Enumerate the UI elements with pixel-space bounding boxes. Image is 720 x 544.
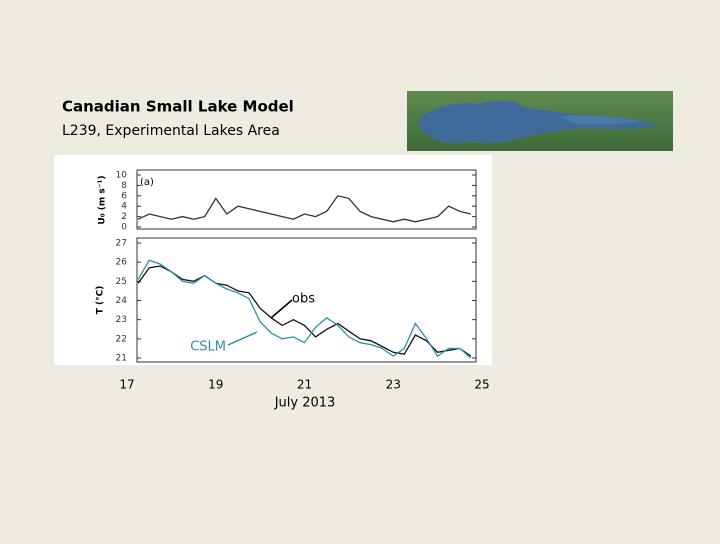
panel-label: (a): [140, 177, 154, 188]
x-tick-label: 19: [208, 378, 223, 392]
x-tick-label: 23: [386, 378, 401, 392]
y-tick-label: 24: [116, 296, 128, 306]
y-tick-label: 25: [116, 277, 127, 287]
x-tick-label: 21: [297, 378, 312, 392]
chart-background: [54, 155, 492, 365]
slide-title: Canadian Small Lake Model: [62, 98, 294, 116]
y-tick-label: 0: [121, 223, 127, 233]
lake-photo: [407, 91, 673, 151]
y-tick-label: 6: [121, 191, 127, 201]
annotation-arrow: [270, 299, 293, 319]
y-tick-label: 8: [121, 181, 127, 191]
y-tick-label: 27: [116, 239, 127, 249]
y-tick-label: 22: [116, 334, 127, 344]
y-tick-label: 23: [116, 315, 127, 325]
annotation: obs: [292, 292, 315, 307]
data-line: [137, 259, 472, 359]
y-tick-label: 2: [121, 212, 127, 222]
y-tick-label: 4: [121, 202, 127, 212]
x-tick-label: 25: [474, 378, 489, 392]
y-tick-label: 10: [116, 171, 128, 181]
data-line: [137, 195, 472, 223]
annotation: CSLM: [190, 340, 226, 355]
x-axis-label: July 2013: [274, 396, 336, 411]
x-tick-label: 17: [119, 378, 134, 392]
y-tick-label: 21: [116, 354, 127, 364]
annotation-arrow: [227, 331, 258, 346]
slide-subtitle: L239, Experimental Lakes Area: [62, 123, 280, 139]
y-axis-label: U₀ (m s⁻¹): [98, 175, 108, 224]
y-axis-label: T (°C): [96, 286, 106, 315]
data-line: [137, 265, 472, 357]
y-tick-label: 26: [116, 258, 128, 268]
panel-frame: [136, 169, 477, 230]
